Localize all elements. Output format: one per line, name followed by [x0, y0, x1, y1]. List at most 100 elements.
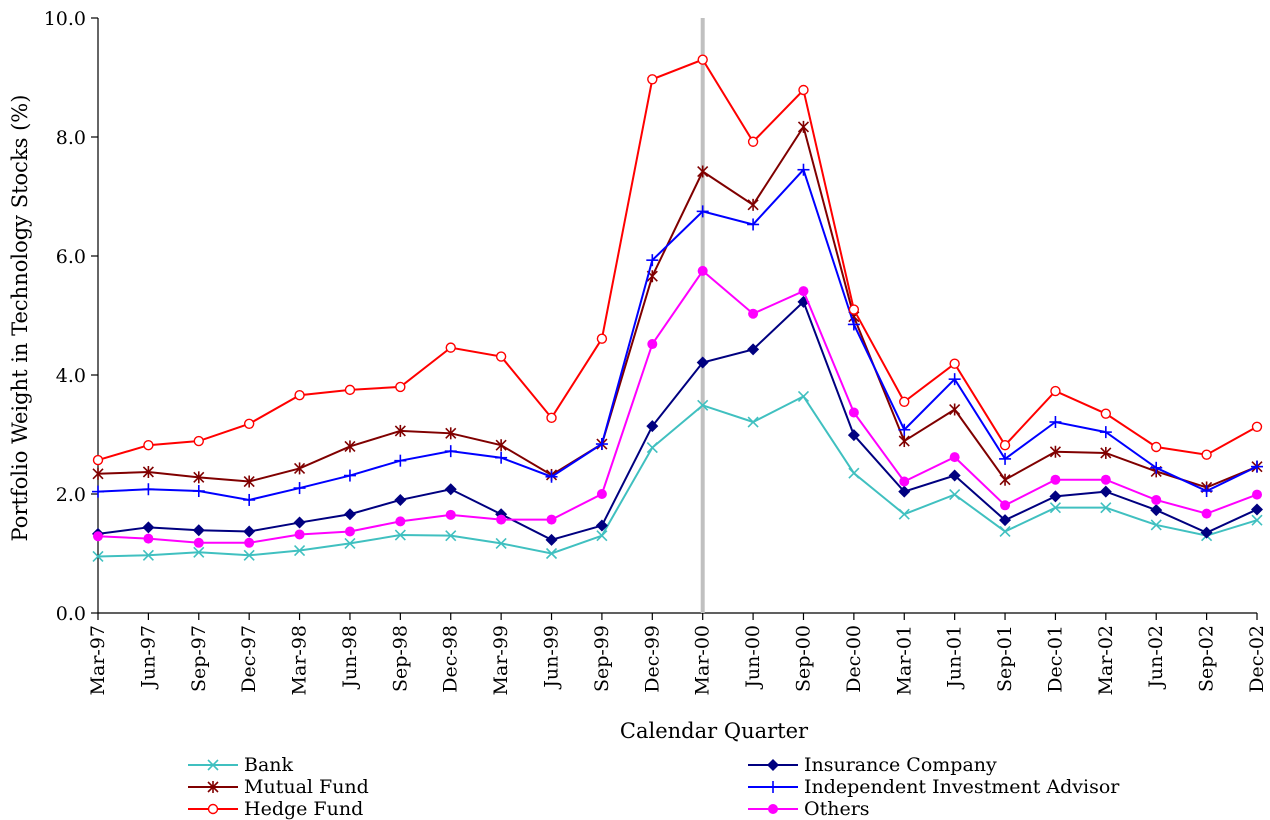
- data-point-insurance-company: [142, 521, 155, 534]
- y-axis-title: Portfolio Weight in Technology Stocks (%…: [8, 95, 32, 542]
- x-tick-label: Mar-02: [1095, 625, 1117, 695]
- data-point-bank: [142, 549, 154, 561]
- data-point-insurance-company: [1099, 485, 1112, 498]
- legend-marker: [767, 781, 779, 793]
- x-tick-label: Dec-98: [440, 625, 462, 693]
- data-point-others: [395, 516, 406, 527]
- data-point-hedge-fund: [697, 54, 708, 65]
- legend-item-independent-investment-advisor: Independent Investment Advisor: [748, 776, 1120, 798]
- legend-marker: [207, 759, 219, 771]
- data-point-independent-investment-advisor: [797, 163, 810, 176]
- data-point-bank: [445, 530, 457, 542]
- x-tick-label: Dec-01: [1044, 625, 1066, 693]
- data-point-insurance-company: [394, 493, 407, 506]
- data-point-mutual-fund: [344, 440, 356, 453]
- data-point-hedge-fund: [495, 351, 507, 362]
- data-point-bank: [1251, 514, 1263, 526]
- data-point-bank: [596, 530, 608, 542]
- legend-marker: [207, 803, 219, 815]
- legend-item-mutual-fund: Mutual Fund: [188, 776, 369, 798]
- x-tick-label: Mar-99: [490, 625, 512, 695]
- x-tick-label: Dec-00: [843, 625, 865, 693]
- data-point-bank: [394, 529, 406, 541]
- data-point-insurance-company: [696, 356, 709, 369]
- data-point-others: [1050, 474, 1061, 485]
- x-tick-label: Sep-97: [188, 625, 210, 692]
- series-independent-investment-advisor: [92, 163, 1263, 506]
- data-point-insurance-company: [545, 533, 558, 546]
- data-point-independent-investment-advisor: [847, 318, 860, 331]
- data-point-independent-investment-advisor: [444, 445, 457, 458]
- data-point-hedge-fund: [1151, 441, 1162, 453]
- data-point-bank: [848, 467, 860, 479]
- axes-layer: 0.0 2.0 4.0 6.0 8.0 10.0 Mar-97 Jun-97 Sep-97 Dec…: [44, 8, 1268, 695]
- y-tick-label: 2.0: [56, 484, 86, 506]
- data-point-bank: [1100, 502, 1112, 514]
- x-tick-label: Jun-01: [944, 625, 966, 690]
- data-point-insurance-company: [646, 420, 659, 433]
- x-tick-label: Sep-02: [1196, 625, 1218, 692]
- data-point-others: [193, 537, 204, 548]
- data-point-insurance-company: [444, 483, 457, 496]
- data-point-insurance-company: [293, 516, 306, 529]
- x-tick-label: Mar-97: [87, 625, 109, 695]
- data-point-independent-investment-advisor: [595, 438, 608, 451]
- data-point-bank: [193, 546, 205, 558]
- data-point-independent-investment-advisor: [1251, 460, 1263, 473]
- series-insurance-company: [92, 295, 1263, 546]
- data-point-hedge-fund: [899, 396, 910, 407]
- data-point-independent-investment-advisor: [1150, 461, 1163, 474]
- data-point-others: [1252, 489, 1262, 500]
- x-tick-label: Mar-98: [289, 625, 311, 695]
- x-tick-label: Sep-98: [389, 625, 411, 692]
- data-point-independent-investment-advisor: [92, 485, 104, 498]
- data-point-hedge-fund: [143, 440, 154, 451]
- legend-marker: [207, 781, 219, 793]
- data-point-independent-investment-advisor: [192, 485, 205, 498]
- data-point-hedge-fund: [1050, 385, 1061, 397]
- x-tick-label: Sep-00: [792, 625, 814, 692]
- data-point-mutual-fund: [445, 427, 457, 440]
- legend-item-bank: Bank: [188, 754, 294, 776]
- legend-label: Others: [804, 798, 870, 820]
- data-point-independent-investment-advisor: [343, 469, 356, 482]
- data-point-hedge-fund: [294, 390, 305, 401]
- data-point-independent-investment-advisor: [243, 493, 256, 506]
- data-point-bank: [545, 547, 558, 560]
- data-point-others: [1151, 494, 1162, 505]
- data-point-independent-investment-advisor: [394, 454, 407, 467]
- x-tick-label: Jun-00: [742, 625, 764, 690]
- x-tick-label: Mar-01: [893, 625, 915, 695]
- data-point-others: [596, 489, 607, 499]
- data-point-insurance-company: [747, 343, 760, 356]
- data-point-bank: [344, 537, 356, 549]
- x-tick-label: Jun-97: [137, 625, 159, 690]
- y-tick-label: 6.0: [56, 246, 86, 268]
- data-point-bank: [797, 390, 810, 402]
- data-point-hedge-fund: [445, 342, 456, 353]
- data-point-bank: [646, 442, 658, 454]
- series-line-mutual-fund: [97, 124, 1258, 489]
- x-tick-label: Sep-99: [591, 625, 613, 692]
- data-point-bank: [1150, 519, 1162, 531]
- data-point-independent-investment-advisor: [696, 205, 709, 218]
- data-point-others: [294, 529, 305, 540]
- y-tick-label: 0.0: [56, 603, 86, 625]
- data-point-independent-investment-advisor: [1099, 426, 1112, 439]
- series-line-others: [97, 269, 1258, 544]
- series-mutual-fund: [92, 120, 1263, 494]
- data-point-insurance-company: [192, 524, 205, 537]
- data-point-others: [344, 526, 355, 537]
- data-point-hedge-fund: [798, 84, 809, 96]
- data-point-hedge-fund: [1251, 421, 1263, 432]
- legend-label: Mutual Fund: [244, 776, 369, 798]
- y-tick-label: 8.0: [56, 127, 86, 149]
- y-tick-label: 4.0: [56, 365, 86, 387]
- data-point-others: [1201, 508, 1212, 519]
- data-point-others: [798, 286, 809, 297]
- series-line-independent-investment-advisor: [97, 167, 1258, 501]
- data-point-mutual-fund: [495, 439, 507, 452]
- data-point-others: [949, 452, 960, 463]
- legend-label: Independent Investment Advisor: [804, 776, 1120, 798]
- data-point-others: [244, 537, 255, 548]
